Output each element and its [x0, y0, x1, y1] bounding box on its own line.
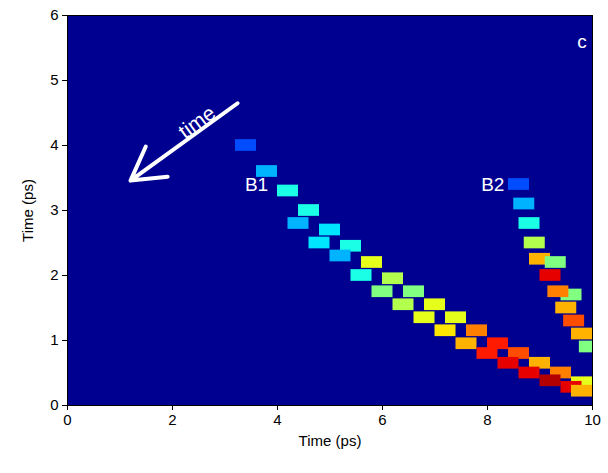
svg-text:4: 4 — [273, 411, 281, 428]
svg-text:time: time — [174, 101, 220, 143]
svg-text:B2: B2 — [481, 174, 504, 195]
svg-text:2: 2 — [50, 266, 58, 283]
svg-text:Time (ps): Time (ps) — [299, 432, 362, 449]
svg-text:6: 6 — [50, 6, 58, 23]
svg-text:Time (ps): Time (ps) — [19, 179, 36, 242]
svg-text:B1: B1 — [245, 174, 268, 195]
svg-text:c: c — [577, 31, 587, 52]
svg-text:0: 0 — [63, 411, 71, 428]
svg-text:6: 6 — [378, 411, 386, 428]
svg-text:10: 10 — [584, 411, 601, 428]
svg-text:1: 1 — [50, 331, 58, 348]
svg-text:8: 8 — [483, 411, 491, 428]
svg-text:2: 2 — [168, 411, 176, 428]
svg-text:0: 0 — [50, 396, 58, 413]
svg-text:5: 5 — [50, 71, 58, 88]
svg-text:3: 3 — [50, 201, 58, 218]
svg-text:4: 4 — [50, 136, 58, 153]
